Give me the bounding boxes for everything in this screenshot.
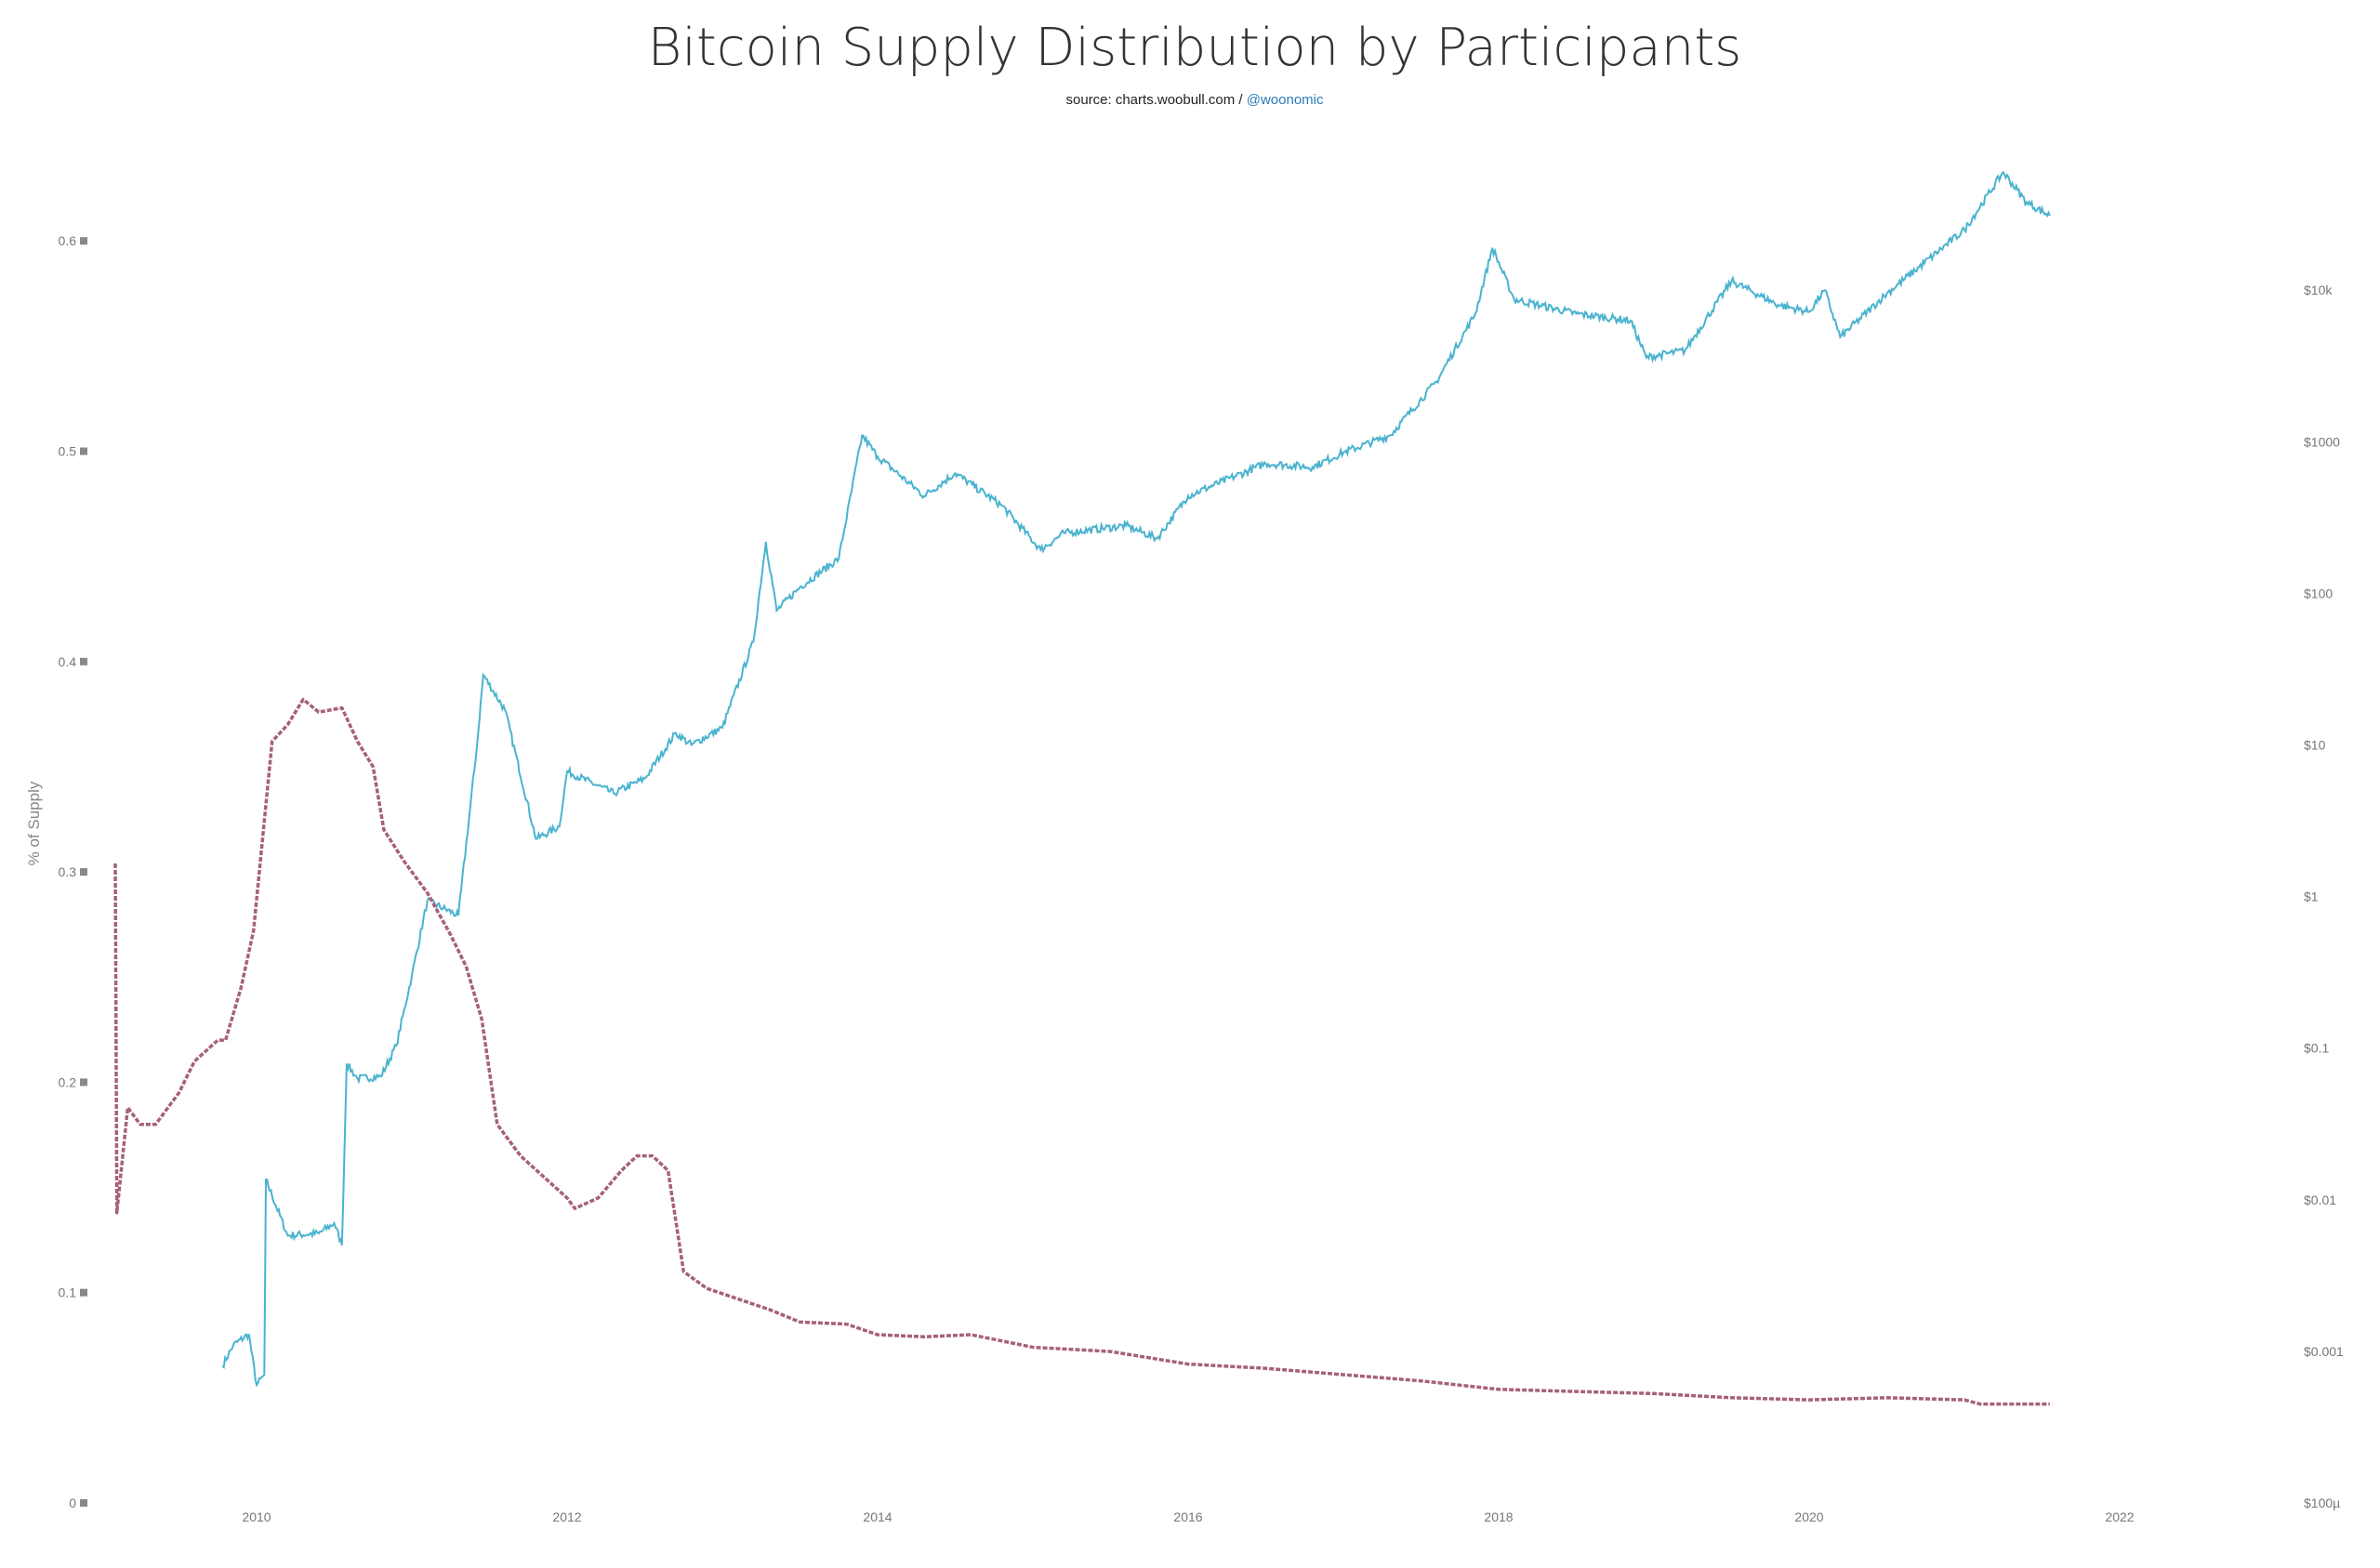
y-tick-label: 0.1 <box>59 1285 77 1300</box>
y-tick-mark <box>80 1288 87 1297</box>
y2-tick-label: $10 <box>2304 738 2326 753</box>
y-tick-mark <box>80 447 87 455</box>
x-tick-label: 2014 <box>863 1509 892 1524</box>
y2-tick-label: $1000 <box>2304 434 2340 449</box>
y-tick-mark <box>80 237 87 245</box>
y-tick-mark <box>80 868 87 876</box>
y2-tick-label: $0.01 <box>2304 1192 2336 1207</box>
price-line <box>221 170 2051 1388</box>
x-tick-label: 2020 <box>1794 1509 1823 1524</box>
y2-tick-label: $0.001 <box>2304 1344 2344 1359</box>
y2-tick-label: $1 <box>2304 889 2319 904</box>
chart-title: Bitcoin Supply Distribution by Participa… <box>648 18 1742 78</box>
y-axis-label: % of Supply <box>25 781 43 865</box>
y2-tick-label: $10k <box>2304 283 2333 297</box>
y2-tick-label: $100 <box>2304 586 2333 600</box>
y-tick-label: 0.4 <box>59 654 77 669</box>
chart-subtitle: source: charts.woobull.com / @woonomic <box>1065 92 1324 108</box>
y-tick-label: 0.2 <box>59 1074 77 1089</box>
y-tick-label: 0.5 <box>59 444 77 459</box>
x-tick-label: 2010 <box>242 1509 271 1524</box>
supply-line <box>113 697 2050 1406</box>
y2-tick-label: $0.1 <box>2304 1041 2329 1056</box>
y-tick-label: 0.3 <box>59 864 77 879</box>
y-tick-label: 0.6 <box>59 233 77 248</box>
x-tick-label: 2022 <box>2105 1509 2134 1524</box>
x-tick-label: 2012 <box>552 1509 581 1524</box>
y-tick-label: 0 <box>69 1496 76 1510</box>
y-tick-mark <box>80 1499 87 1507</box>
y2-tick-label: $100µ <box>2304 1496 2340 1510</box>
x-tick-label: 2018 <box>1484 1509 1513 1524</box>
source-handle-link[interactable]: @woonomic <box>1247 92 1324 108</box>
x-tick-label: 2016 <box>1173 1509 1202 1524</box>
y-tick-mark <box>80 1078 87 1087</box>
source-text: source: charts.woobull.com / <box>1065 92 1246 108</box>
y-tick-mark <box>80 657 87 665</box>
